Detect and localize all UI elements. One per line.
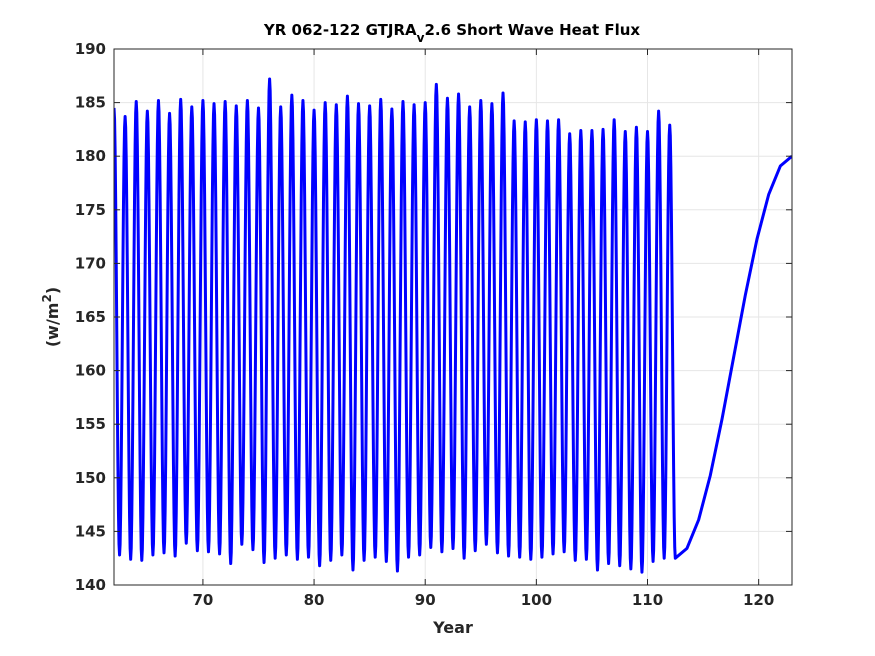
y-tick-label: 165 xyxy=(75,308,106,326)
x-axis-label: Year xyxy=(432,618,473,637)
x-tick-label: 110 xyxy=(632,591,663,609)
y-tick-label: 160 xyxy=(75,362,106,380)
y-tick-label: 155 xyxy=(75,415,106,433)
y-axis-label-superscript: 2 xyxy=(40,294,54,302)
y-tick-label: 140 xyxy=(75,576,106,594)
x-tick-label: 90 xyxy=(415,591,436,609)
y-tick-label: 180 xyxy=(75,147,106,165)
y-axis-label-suffix: ) xyxy=(43,287,62,294)
chart-title: YR 062-122 GTJRAv2.6 Short Wave Heat Flu… xyxy=(263,21,641,45)
y-tick-label: 145 xyxy=(75,522,106,540)
chart-title-subscript: v xyxy=(417,31,425,45)
chart-title-rest: 2.6 Short Wave Heat Flux xyxy=(424,21,640,39)
y-tick-label: 185 xyxy=(75,94,106,112)
chart-title-main: YR 062-122 GTJRA xyxy=(263,21,417,39)
y-tick-label: 175 xyxy=(75,201,106,219)
x-tick-label: 80 xyxy=(304,591,325,609)
x-tick-label: 120 xyxy=(743,591,774,609)
x-tick-label: 100 xyxy=(521,591,552,609)
y-tick-label: 150 xyxy=(75,469,106,487)
series-line-shortwave-heat-flux xyxy=(114,77,792,574)
y-axis-label: (w/m2) xyxy=(40,287,62,347)
y-tick-label: 170 xyxy=(75,254,106,272)
y-tick-label: 190 xyxy=(75,40,106,58)
ticks: 70 80 90 100 110 120 140 145 150 155 160 165 170 175 1… xyxy=(75,40,792,609)
y-axis-label-prefix: (w/m xyxy=(43,303,62,348)
x-tick-label: 70 xyxy=(192,591,213,609)
